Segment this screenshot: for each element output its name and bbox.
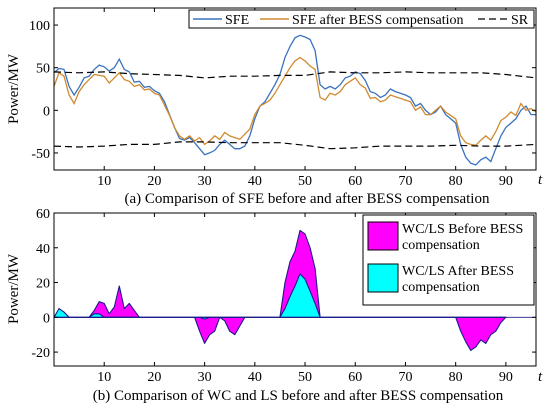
panel-a-series <box>53 34 537 166</box>
panel-b-ytick-label: 60 <box>36 207 50 222</box>
panel-a-ytick-label: -50 <box>31 147 50 162</box>
panel-b-xtick-label: 50 <box>298 370 312 385</box>
panel-b-frame <box>53 212 537 367</box>
panel-b-xtick-label: 40 <box>248 370 262 385</box>
panel-a-xtick-label: 10 <box>97 174 111 189</box>
legend-after-swatch <box>367 263 399 293</box>
panel-b-ytick-label: 20 <box>36 277 50 292</box>
panel-a-ytick-label: 100 <box>29 19 50 34</box>
panel-b-ytick-label: -20 <box>31 346 50 361</box>
panel-a-ytick-label: 0 <box>43 104 50 119</box>
panel-b-xtick-label: 80 <box>449 370 463 385</box>
panel-a-xlabel: t <box>538 172 543 188</box>
panel-b-xtick-label: 60 <box>348 370 362 385</box>
panel-a-xtick-label: 30 <box>198 174 212 189</box>
panel-a-xtick-label: 80 <box>449 174 463 189</box>
panel-b-xtick-label: 70 <box>398 370 412 385</box>
sr-lower-line <box>53 141 537 150</box>
panel-a-ytick-label: 50 <box>36 62 50 77</box>
legend-sfe-after-label: SFE after BESS compensation <box>292 13 464 28</box>
panel-b-ytick-label: 0 <box>43 311 50 326</box>
sr-upper-line <box>53 71 537 79</box>
wc-ls-before-area <box>53 229 507 351</box>
panel-a-xtick-label: 20 <box>147 174 161 189</box>
panel-b-xlabel: t <box>538 369 543 385</box>
panel-a-xtick-label: 70 <box>398 174 412 189</box>
panel-b-caption: (b) Comparison of WC and LS before and a… <box>93 388 504 404</box>
panel-b-xtick-label: 20 <box>147 370 161 385</box>
panel-a-legend: SFE SFE after BESS compensation SR <box>188 9 535 29</box>
panel-a-ylabel: Power/MW <box>6 53 22 124</box>
panel-a-xtick-label: 60 <box>348 174 362 189</box>
sfe-after-bess-line <box>53 56 537 146</box>
panel-b-ticks: 10 20 30 40 50 60 70 80 90 60 40 20 0 -20 <box>31 207 536 385</box>
panel-b-xtick-label: 30 <box>198 370 212 385</box>
panel-b-legend: WC/LS Before BESS compensation WC/LS Aft… <box>362 214 535 306</box>
legend-sr-label: SR <box>511 13 529 28</box>
panel-a-xtick-label: 40 <box>248 174 262 189</box>
panel-b-ylabel: Power/MW <box>6 253 22 324</box>
panel-a-xtick-label: 50 <box>298 174 312 189</box>
sfe-line <box>53 34 536 166</box>
panel-a-xtick-label: 90 <box>499 174 513 189</box>
panel-b-series <box>53 229 536 351</box>
panel-a-caption: (a) Comparison of SFE before and after B… <box>125 191 490 207</box>
panel-b-ytick-label: 40 <box>36 242 50 257</box>
panel-b-xtick-label: 10 <box>97 370 111 385</box>
legend-before-swatch <box>367 221 399 251</box>
panel-a-line-chart: 10 20 30 40 50 60 70 80 90 100 50 0 -50 Power/MW t (… <box>6 7 543 207</box>
panel-b-xtick-label: 90 <box>499 370 513 385</box>
legend-after-label: WC/LS After BESS compensation <box>402 264 518 295</box>
panel-a-ticks: 10 20 30 40 50 60 70 80 90 100 50 0 -50 <box>29 8 536 189</box>
legend-sfe-label: SFE <box>225 13 249 28</box>
legend-before-label: WC/LS Before BESS compensation <box>402 222 527 253</box>
panel-a-frame <box>53 7 537 171</box>
